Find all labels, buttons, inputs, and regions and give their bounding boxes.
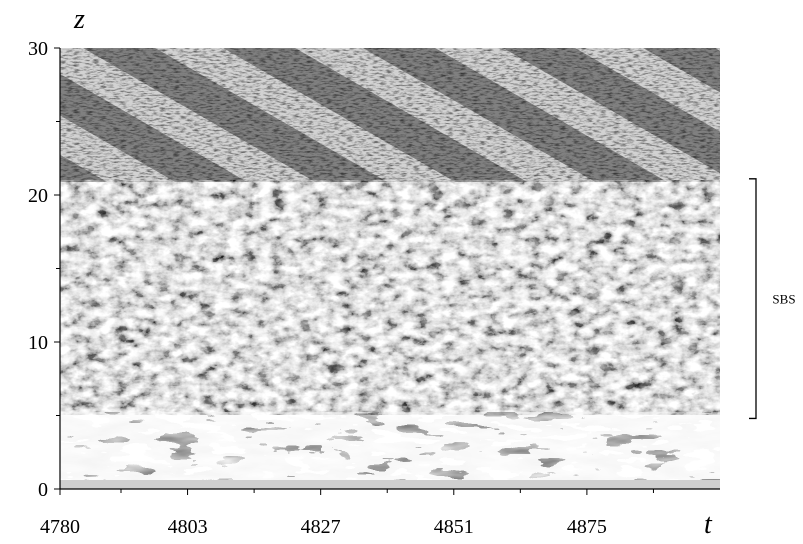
sbs-bracket: SBS	[749, 178, 796, 420]
y-tick-label: 0	[38, 479, 48, 501]
x-tick-label: 4827	[301, 516, 341, 538]
x-tick-label: 4851	[434, 516, 474, 538]
x-axis-label: t	[704, 509, 713, 539]
field-image	[60, 48, 720, 489]
y-tick-label: 30	[28, 38, 48, 60]
y-tick-label: 10	[28, 332, 48, 354]
y-tick-label: 20	[28, 185, 48, 207]
bracket	[749, 178, 757, 420]
x-tick-label: 4780	[40, 516, 80, 538]
y-axis-label: z	[73, 4, 85, 35]
x-tick-label: 4875	[567, 516, 607, 538]
x-tick-label: 4803	[168, 516, 208, 538]
annotation-label: SBS	[772, 292, 795, 307]
